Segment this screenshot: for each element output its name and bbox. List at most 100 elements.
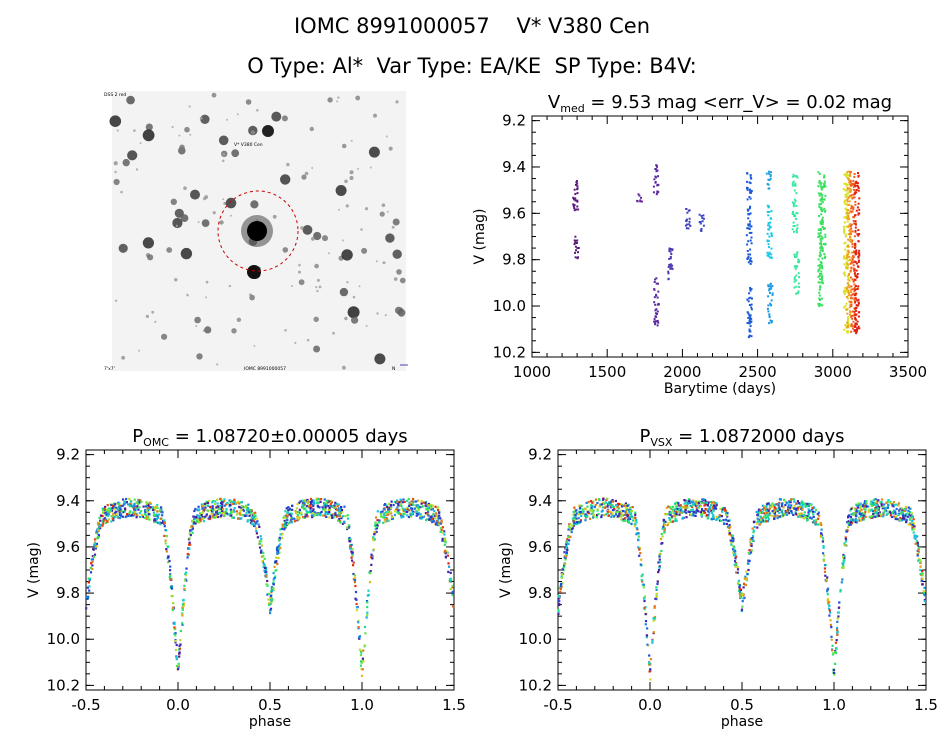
phase-point [376, 510, 379, 513]
time-point [846, 183, 849, 186]
phase-point [874, 515, 877, 518]
phase-point [767, 518, 770, 521]
phase-point [626, 504, 629, 507]
time-point [854, 301, 856, 304]
phase-point [130, 500, 133, 503]
phase-point [230, 514, 233, 517]
phase-point [302, 516, 305, 519]
phase-point [407, 508, 410, 511]
phase-point [674, 507, 677, 510]
finder-star [138, 349, 140, 352]
phase-point [408, 503, 411, 506]
finder-star [204, 326, 212, 334]
phase-point [610, 515, 613, 519]
phase-point [346, 526, 349, 529]
phase-point [604, 506, 607, 509]
phase-point [181, 608, 184, 611]
phase-point [906, 515, 909, 518]
phase-point [348, 536, 351, 540]
time-point [820, 182, 823, 184]
phase-point [733, 548, 736, 551]
phase-point [403, 500, 406, 503]
phase-point [694, 510, 697, 513]
phase-point [408, 504, 411, 508]
phase-point [560, 573, 564, 576]
phase-point [254, 521, 257, 524]
phase-point [283, 516, 286, 519]
phase-point [768, 507, 772, 510]
phase-point [836, 617, 839, 620]
time-point [820, 188, 823, 191]
phase-point [698, 510, 701, 513]
finder-star [395, 306, 403, 315]
finder-star [364, 207, 369, 211]
phase-point [261, 560, 264, 563]
phase-point [815, 518, 818, 522]
phase-point [777, 508, 780, 511]
time-point [821, 304, 824, 307]
phase-point [765, 509, 768, 512]
phase-point [817, 517, 820, 520]
phase-point [125, 497, 128, 501]
time-point [851, 230, 854, 233]
finder-star [172, 217, 183, 229]
phase-point [419, 513, 422, 516]
phase-point [238, 502, 241, 505]
phase-point [270, 601, 273, 604]
finder-star [122, 158, 130, 167]
phase-point [659, 552, 662, 555]
phase-point [104, 514, 107, 517]
phase-point [665, 506, 668, 510]
phase-point [875, 502, 879, 505]
phase-point [730, 541, 733, 545]
x-tick-label: 0.5 [730, 696, 754, 714]
time-point [793, 230, 795, 233]
finder-star [339, 287, 349, 297]
finder-star [336, 100, 339, 103]
phase-point [594, 498, 598, 501]
phase-point [300, 511, 303, 515]
phase-point [849, 516, 853, 519]
time-point [818, 234, 821, 236]
phase-point [189, 534, 192, 537]
phase-point [922, 591, 925, 595]
phase-point [574, 518, 577, 521]
phase-point [97, 527, 100, 530]
phase-point [296, 503, 299, 506]
phase-point [376, 519, 379, 522]
time-point [851, 310, 854, 313]
phase-point [609, 502, 612, 505]
time-point [849, 313, 851, 316]
phase-point [895, 516, 898, 519]
time-point [817, 258, 820, 261]
phase-point [322, 504, 326, 507]
phase-point [325, 515, 328, 518]
time-point [820, 297, 823, 300]
phase-point [572, 513, 575, 516]
phase-point [818, 514, 821, 517]
phase-point [98, 516, 101, 519]
phase-point [272, 583, 275, 586]
time-point [846, 326, 849, 329]
phase-point [323, 502, 326, 505]
finder-star [342, 365, 346, 370]
time-point [842, 272, 845, 275]
phase-point [276, 551, 279, 554]
phase-point [400, 503, 403, 506]
time-point [655, 277, 658, 280]
phase-point [745, 570, 748, 573]
phase-point [386, 519, 389, 522]
phase-point [252, 523, 255, 526]
phase-point [847, 520, 850, 523]
phase-point [694, 504, 697, 507]
phase-point [281, 523, 284, 526]
phase-point [798, 503, 802, 506]
phase-point [773, 506, 776, 509]
time-point [654, 312, 657, 315]
time-point [845, 309, 848, 311]
phase-point [254, 511, 257, 514]
phase-point [138, 506, 141, 509]
phase-point [634, 523, 637, 526]
phase-point [833, 671, 836, 674]
